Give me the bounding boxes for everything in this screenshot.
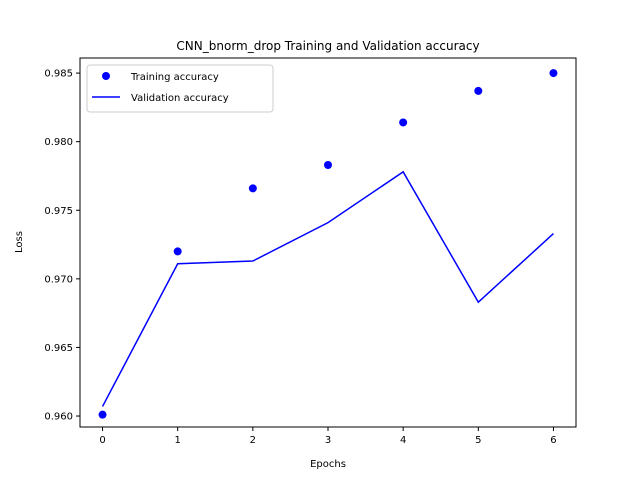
training-accuracy-point — [549, 69, 558, 78]
training-accuracy-point — [248, 184, 257, 193]
plot-frame — [79, 57, 577, 428]
y-axis: 0.960 0.965 0.970 0.975 0.980 0.985 — [44, 69, 80, 423]
x-tick-label: 0 — [99, 435, 105, 446]
x-tick-label: 6 — [550, 435, 556, 446]
training-accuracy-point — [474, 86, 483, 95]
x-tick-label: 3 — [325, 435, 331, 446]
y-tick-label: 0.965 — [44, 343, 73, 354]
x-tick-label: 1 — [175, 435, 181, 446]
x-axis-label: Epochs — [310, 459, 346, 470]
chart-title: CNN_bnorm_drop Training and Validation a… — [176, 39, 479, 53]
training-accuracy-point — [324, 160, 332, 169]
x-axis: 0 1 2 3 4 5 6 — [99, 427, 557, 446]
series-layer — [98, 69, 558, 419]
legend: Training accuracy Validation accuracy — [86, 64, 274, 113]
x-tick-label: 2 — [250, 435, 256, 446]
y-tick-label: 0.960 — [44, 412, 73, 423]
x-tick-label: 5 — [475, 435, 481, 446]
y-axis-label: Loss — [14, 231, 25, 253]
training-accuracy-point — [98, 410, 107, 419]
y-tick-label: 0.980 — [44, 137, 73, 148]
x-tick-label: 4 — [400, 435, 406, 446]
validation-accuracy-line — [101, 170, 554, 407]
y-tick-label: 0.975 — [44, 206, 73, 217]
training-accuracy-point — [173, 247, 182, 256]
y-tick-label: 0.985 — [44, 69, 73, 80]
plot-area: 0 1 2 3 4 5 6 0.960 0.965 0.970 0.975 0.980 0.985 — [44, 57, 577, 446]
legend-label-validation: Validation accuracy — [131, 93, 229, 104]
y-tick-label: 0.970 — [44, 274, 73, 285]
legend-label-training: Training accuracy — [130, 72, 219, 83]
training-accuracy-point — [399, 118, 408, 127]
legend-marker-training — [102, 72, 110, 80]
legend-box — [86, 64, 274, 113]
